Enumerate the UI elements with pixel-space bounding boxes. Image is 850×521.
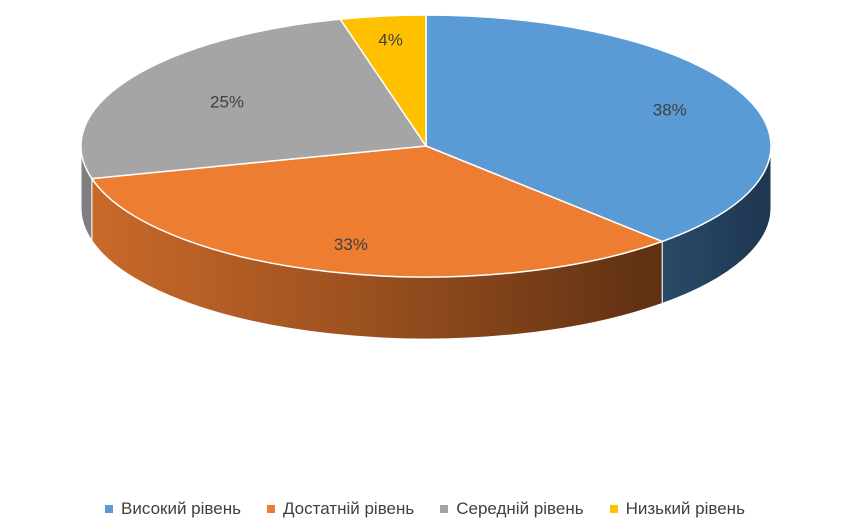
slice-sufficient-label: 33% [334, 235, 368, 254]
slice-medium-label: 25% [210, 92, 244, 111]
chart-legend: Високий рівень Достатній рівень Середній… [0, 498, 850, 520]
slice-low-label: 4% [378, 30, 403, 49]
legend-label-low: Низький рівень [625, 499, 745, 518]
legend-swatch-low [609, 505, 618, 513]
slice-medium [80, 18, 427, 180]
legend-label-medium: Середній рівень [456, 499, 584, 518]
slice-high [425, 14, 772, 243]
legend-label-high: Високий рівень [121, 499, 241, 518]
legend-swatch-medium [440, 505, 449, 513]
legend-swatch-sufficient [266, 505, 275, 513]
legend-swatch-high [105, 505, 114, 513]
slice-sufficient [91, 145, 663, 278]
legend-item-medium: Середній рівень [440, 499, 584, 519]
slice-low [339, 14, 427, 147]
slice-high-label: 38% [653, 100, 687, 119]
pie-chart-svg: 38% 33% 25% 4% [80, 14, 772, 340]
legend-label-sufficient: Достатній рівень [282, 499, 415, 518]
pie-chart: 38% 33% 25% 4% [80, 14, 772, 340]
legend-item-high: Високий рівень [105, 499, 241, 519]
legend-item-low: Низький рівень [609, 499, 745, 519]
legend-item-sufficient: Достатній рівень [266, 499, 415, 519]
